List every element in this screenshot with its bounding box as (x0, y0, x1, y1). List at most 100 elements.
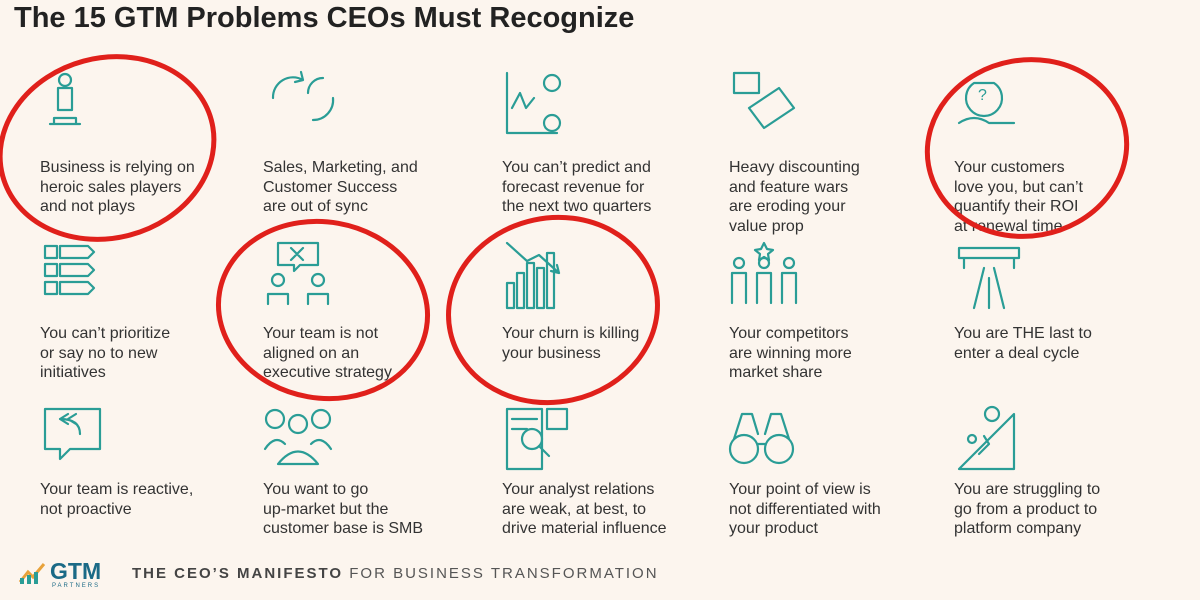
icon-part (266, 292, 330, 306)
tagline-bold: THE CEO’S MANIFESTO (132, 565, 344, 582)
problem-item: Your churn is killing your business (502, 324, 639, 363)
problem-line: customer base is SMB (263, 520, 424, 537)
icon-part (730, 271, 748, 305)
problem-line: initiatives (40, 364, 106, 381)
icon-part (48, 86, 82, 126)
icon (732, 71, 796, 130)
icon-part (957, 81, 1016, 125)
icon (271, 70, 335, 122)
icon-part (966, 433, 978, 445)
icon-part (780, 271, 798, 305)
problem-line: are eroding your (729, 198, 846, 215)
problem-line: market share (729, 364, 823, 381)
icon-part (957, 412, 1016, 471)
problem-line: enter a deal cycle (954, 344, 1080, 362)
icon-part (505, 241, 561, 275)
icon-part (310, 272, 326, 288)
problem-line: quantify their ROI (954, 198, 1079, 215)
icon-part (263, 438, 333, 466)
logo-sub: PARTNERS (52, 583, 101, 589)
icon-part (270, 272, 286, 288)
icon (43, 244, 96, 296)
problem-line: Customer Success (263, 178, 398, 196)
tagline-rest: FOR BUSINESS TRANSFORMATION (349, 565, 659, 582)
problem-line: You can’t prioritize (40, 325, 171, 342)
problem-line: or say no to new (40, 344, 158, 362)
icon-part (983, 405, 1001, 423)
icon-part (753, 241, 775, 262)
tagline: THE CEO’S MANIFESTO FOR BUSINESS TRANSFO… (132, 565, 659, 582)
icon-part (271, 70, 335, 122)
icon-part (43, 244, 96, 260)
problem-line: You want to go (263, 481, 369, 498)
icon-part (542, 113, 562, 133)
icon-part (537, 444, 551, 458)
icon (957, 405, 1016, 471)
icon-part (755, 271, 773, 305)
icon (505, 407, 569, 471)
problem-item: Your team is not aligned on an executive s… (263, 324, 392, 383)
icon-part (542, 73, 562, 93)
problem-line: Your competitors (729, 325, 849, 342)
icon-part (535, 266, 546, 310)
problem-line: You are THE last to (954, 325, 1092, 342)
problem-line: Your churn is killing (502, 325, 640, 342)
icon-part (43, 262, 96, 278)
title: The 15 GTM Problems CEOs Must Recognize (14, 2, 635, 34)
problem-line: drive material influence (502, 520, 667, 537)
logo-icon (18, 563, 46, 584)
problem-item: Your competitors are winning more market s… (729, 324, 852, 383)
icon-part (728, 433, 760, 465)
problem-item: Your customers love you, but can’t quantif… (954, 158, 1083, 236)
problem-line: Sales, Marketing, and (263, 159, 418, 176)
icon-part: ? (978, 87, 987, 104)
problem-line: and feature wars (729, 178, 849, 196)
icon (957, 246, 1021, 310)
icon-part (264, 408, 286, 430)
highlight-circle (446, 214, 660, 406)
logo: GTM (50, 558, 102, 584)
icon-part (732, 256, 746, 270)
icon-part (763, 433, 795, 465)
icon-part (57, 72, 73, 88)
icon-part (43, 407, 102, 461)
problem-line: love you, but can’t (954, 178, 1083, 196)
icon-part (545, 251, 556, 310)
problem-line: not proactive (40, 500, 132, 518)
problem-line: are out of sync (263, 198, 368, 215)
highlight-circle (924, 57, 1130, 239)
problem-line: Your customers (954, 159, 1065, 176)
problem-line: not differentiated with (729, 500, 881, 518)
problem-line: You are struggling to (954, 481, 1101, 498)
icon-part (732, 71, 796, 130)
problem-line: executive strategy (263, 364, 392, 381)
icon-part (276, 241, 320, 273)
icon (43, 407, 102, 461)
problem-item: Your team is reactive, not proactive (40, 480, 193, 519)
problem-line: Your point of view is (729, 481, 871, 498)
icon-part (43, 280, 96, 296)
problem-item: You want to go up-market but the customer … (263, 480, 423, 539)
problem-line: go from a product to (954, 500, 1098, 518)
icon (730, 241, 798, 305)
icon-part (310, 408, 332, 430)
problem-item: You can’t predict and forecast revenue fo… (502, 158, 651, 217)
problem-line: You can’t predict and (502, 159, 651, 176)
highlight-circle (0, 54, 217, 242)
icon-part (505, 71, 559, 135)
problem-line: Your team is reactive, (40, 481, 194, 498)
problem-line: and not plays (40, 198, 136, 215)
problem-line: up-market but the (263, 500, 389, 518)
icon-part (515, 271, 526, 310)
highlight-circle (215, 218, 431, 402)
icon-part (505, 407, 569, 471)
problem-line: the next two quarters (502, 198, 652, 215)
problem-item: You are THE last to enter a deal cycle (954, 324, 1092, 363)
icon-part (957, 246, 1021, 310)
problem-line: Your analyst relations (502, 481, 655, 498)
problem-line: Your team is not (263, 325, 379, 342)
problem-line: Heavy discounting (729, 159, 860, 176)
problem-item: Sales, Marketing, and Customer Success are… (263, 158, 418, 217)
